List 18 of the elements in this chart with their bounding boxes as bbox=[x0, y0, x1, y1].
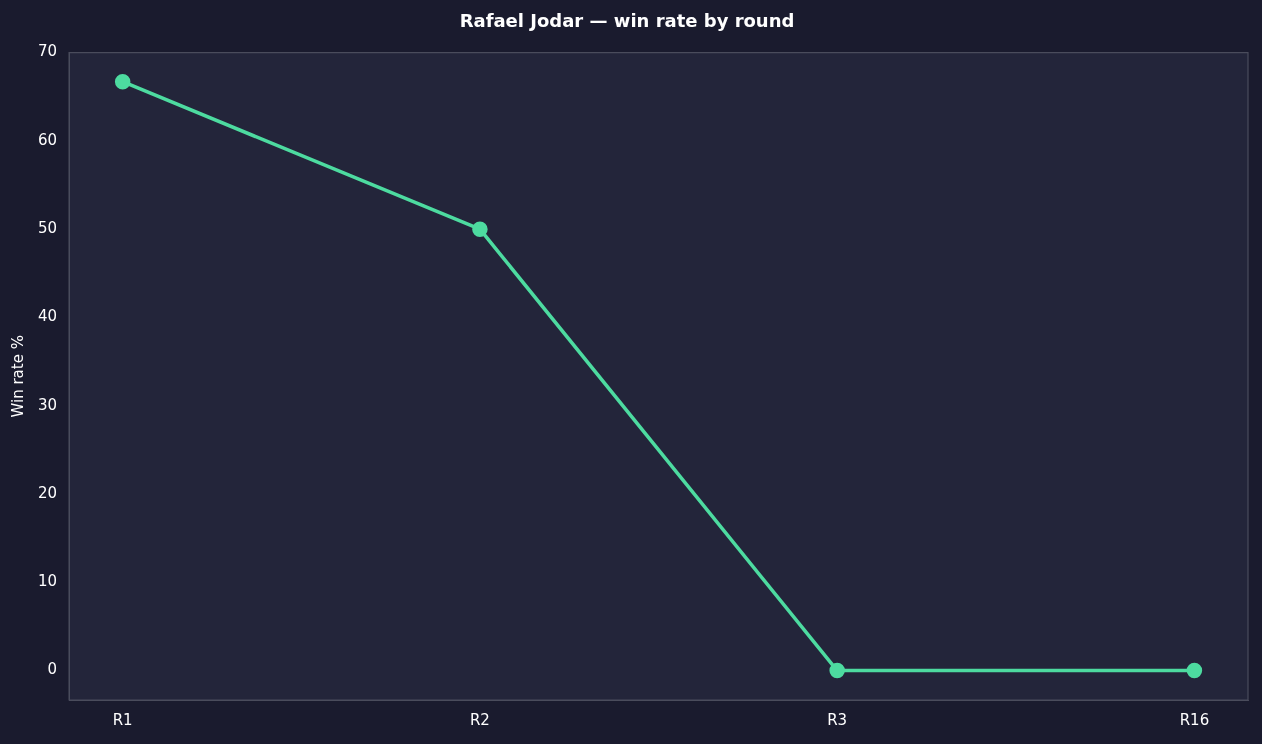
y-tick-label: 70 bbox=[37, 42, 58, 61]
y-tick-label: 60 bbox=[37, 130, 58, 149]
y-tick-label: 40 bbox=[37, 307, 58, 326]
point bbox=[114, 73, 131, 90]
y-tick-label: 20 bbox=[37, 483, 58, 502]
y-axis-title: Win rate % bbox=[8, 335, 27, 418]
point bbox=[1186, 662, 1203, 679]
point bbox=[472, 221, 488, 237]
y-tick-label: 10 bbox=[37, 572, 58, 591]
x-tick-label: R16 bbox=[1179, 710, 1210, 729]
point bbox=[829, 662, 845, 679]
y-tick-label: 0 bbox=[47, 660, 58, 679]
x-tick-label: R1 bbox=[112, 710, 133, 729]
y-tick-label: 30 bbox=[37, 395, 58, 414]
x-tick-label: R2 bbox=[469, 710, 490, 729]
y-tick-label: 50 bbox=[37, 219, 58, 238]
x-tick-label: R3 bbox=[827, 710, 848, 729]
chart-title: Rafael Jodar — win rate by round bbox=[459, 10, 795, 32]
